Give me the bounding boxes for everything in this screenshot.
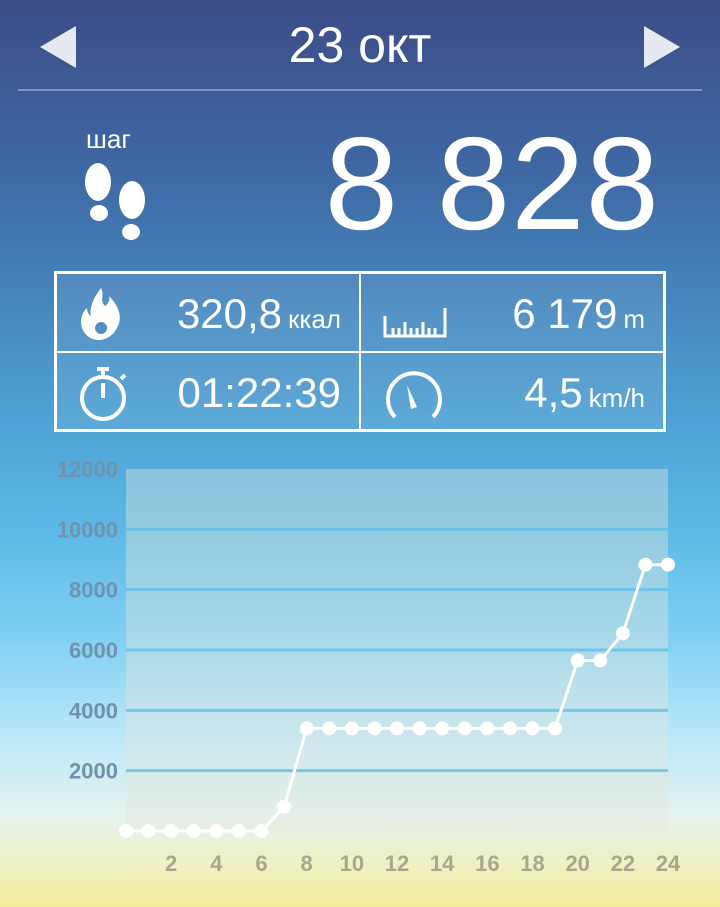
data-point (661, 557, 675, 572)
speedometer-icon (386, 370, 442, 418)
x-tick-label: 10 (340, 851, 364, 876)
divider (18, 89, 702, 91)
x-tick-label: 14 (430, 851, 455, 876)
speed-cell: 4,5 km/h (360, 351, 664, 430)
next-day-button[interactable] (644, 26, 680, 68)
data-point (638, 557, 653, 572)
x-tick-label: 24 (656, 851, 681, 876)
data-point (548, 721, 563, 736)
calories-cell: 320,8 ккал (56, 273, 360, 352)
data-point (277, 799, 292, 814)
x-tick-label: 12 (385, 851, 409, 876)
stopwatch-icon (80, 366, 127, 421)
footprints-icon (85, 163, 145, 240)
y-tick-label: 8000 (69, 578, 118, 603)
x-tick-label: 18 (520, 851, 544, 876)
data-point (457, 721, 472, 736)
steps-label: шаг (86, 124, 131, 154)
data-point (322, 721, 337, 736)
distance-value: 6 179 (512, 290, 618, 337)
x-tick-label: 6 (255, 851, 267, 876)
speed-unit: km/h (588, 382, 645, 413)
data-point (435, 721, 450, 736)
previous-day-button[interactable] (40, 26, 76, 68)
calories-unit: ккал (288, 304, 341, 334)
data-point (344, 721, 359, 736)
duration-value: 01:22:39 (177, 368, 342, 416)
y-tick-label: 10000 (57, 517, 118, 542)
data-point (525, 721, 540, 736)
x-tick-label: 20 (565, 851, 589, 876)
calories-value: 320,8 (176, 290, 283, 337)
data-point (231, 824, 246, 838)
data-point (119, 824, 133, 838)
speed-value: 4,5 (524, 368, 583, 416)
data-point (390, 721, 404, 736)
ruler-icon (383, 308, 447, 338)
x-tick-label: 2 (165, 851, 177, 876)
date-title: 23 окт (288, 17, 432, 73)
stats-grid: 320,8 ккал 6 179 m 01:22:39 4,5 km/h (54, 271, 666, 432)
step-count: 8 828 (324, 110, 660, 257)
y-tick-label: 2000 (69, 759, 118, 784)
data-point (141, 824, 156, 838)
data-point (164, 824, 179, 838)
data-point (615, 626, 630, 641)
y-tick-label: 12000 (57, 457, 118, 482)
data-point (412, 721, 427, 736)
y-tick-label: 4000 (69, 698, 118, 723)
fire-icon (81, 288, 120, 340)
data-point (299, 721, 314, 736)
data-point (480, 721, 495, 736)
distance-unit: m (623, 304, 645, 334)
x-tick-label: 8 (301, 851, 313, 876)
data-point (593, 653, 608, 668)
data-point (186, 824, 201, 838)
y-tick-label: 6000 (69, 638, 118, 663)
distance-cell: 6 179 m (360, 273, 664, 352)
data-point (570, 653, 585, 668)
x-tick-label: 22 (611, 851, 635, 876)
x-tick-label: 4 (210, 851, 223, 876)
duration-cell: 01:22:39 (56, 351, 360, 430)
data-point (367, 721, 382, 736)
data-point (209, 824, 224, 838)
x-tick-label: 16 (475, 851, 499, 876)
data-point (502, 721, 517, 736)
data-point (254, 824, 269, 838)
